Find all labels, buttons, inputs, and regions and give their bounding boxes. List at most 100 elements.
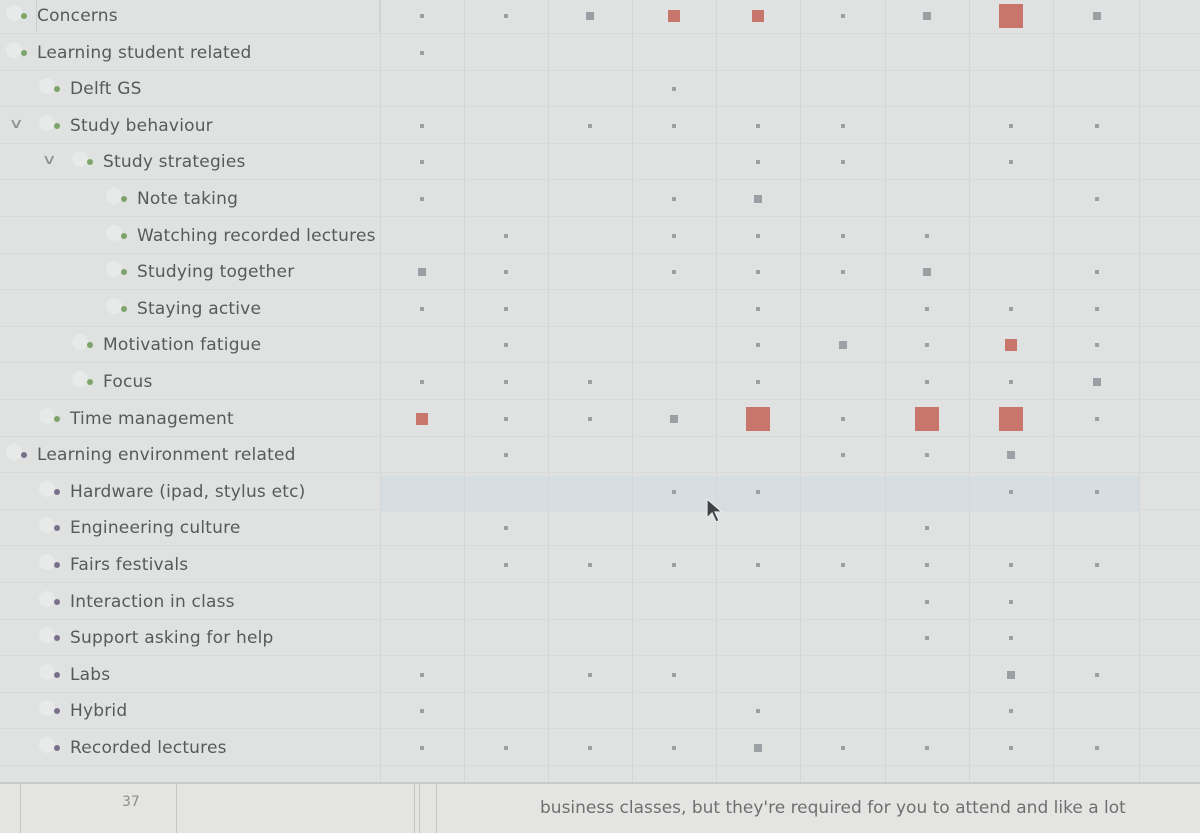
node-checkbox-icon[interactable] [106, 297, 122, 314]
matrix-cell-marker[interactable] [672, 233, 676, 238]
code-node[interactable]: Motivation fatigue [87, 327, 261, 363]
matrix-cell-marker[interactable] [420, 746, 424, 750]
matrix-cell-marker[interactable] [504, 270, 508, 275]
node-checkbox-icon[interactable] [106, 224, 122, 241]
code-node[interactable]: Staying active [121, 291, 261, 327]
matrix-cell-marker[interactable] [999, 4, 1023, 28]
matrix-cell-marker[interactable] [756, 489, 760, 494]
matrix-cell-marker[interactable] [841, 453, 845, 458]
matrix-cell-marker[interactable] [1095, 563, 1099, 567]
code-node[interactable]: Hardware (ipad, stylus etc) [54, 474, 306, 510]
code-row[interactable]: Recorded lectures [0, 730, 1200, 766]
matrix-cell-marker[interactable] [1093, 378, 1101, 386]
matrix-cell-marker[interactable] [841, 160, 845, 165]
matrix-cell-marker[interactable] [1007, 451, 1015, 460]
code-row[interactable]: Learning environment related [0, 437, 1200, 474]
matrix-cell-marker[interactable] [841, 416, 845, 421]
matrix-cell-marker[interactable] [1095, 416, 1099, 421]
code-row[interactable]: Labs [0, 657, 1200, 693]
code-row[interactable]: Learning student related [0, 35, 1200, 71]
code-node[interactable]: Labs [54, 657, 110, 693]
matrix-cell-marker[interactable] [672, 746, 676, 750]
matrix-cell-marker[interactable] [841, 746, 845, 750]
code-node[interactable]: Study behaviour [54, 108, 213, 144]
matrix-cell-marker[interactable] [841, 233, 845, 238]
matrix-cell-marker[interactable] [925, 599, 929, 604]
node-checkbox-icon[interactable] [6, 444, 22, 461]
code-row[interactable]: Focus [0, 364, 1200, 400]
matrix-cell-marker[interactable] [1009, 709, 1013, 714]
code-node[interactable]: Watching recorded lectures [121, 218, 376, 254]
matrix-cell-marker[interactable] [504, 453, 508, 458]
matrix-cell-marker[interactable] [588, 123, 592, 128]
matrix-cell-marker[interactable] [420, 160, 424, 165]
matrix-cell-marker[interactable] [420, 672, 424, 677]
code-node[interactable]: Learning environment related [21, 437, 296, 473]
code-row[interactable]: Concerns [0, 0, 1200, 34]
matrix-cell-marker[interactable] [925, 233, 929, 238]
node-checkbox-icon[interactable] [39, 663, 55, 680]
code-node[interactable]: Studying together [121, 254, 294, 290]
matrix-cell-marker[interactable] [588, 672, 592, 677]
matrix-cell-marker[interactable] [1095, 270, 1099, 275]
matrix-cell-marker[interactable] [839, 341, 847, 350]
matrix-cell-marker[interactable] [925, 636, 929, 641]
matrix-cell-marker[interactable] [756, 270, 760, 275]
matrix-cell-marker[interactable] [925, 453, 929, 458]
code-node[interactable]: Concerns [21, 0, 118, 34]
node-checkbox-icon[interactable] [39, 627, 55, 644]
matrix-cell-marker[interactable] [504, 416, 508, 421]
matrix-cell-marker[interactable] [586, 12, 594, 20]
code-row[interactable]: Note taking [0, 181, 1200, 217]
matrix-cell-marker[interactable] [746, 406, 770, 431]
node-checkbox-icon[interactable] [72, 371, 88, 387]
matrix-cell-marker[interactable] [1009, 380, 1013, 384]
matrix-cell-marker[interactable] [418, 268, 426, 277]
matrix-cell-marker[interactable] [504, 563, 508, 567]
matrix-cell-marker[interactable] [1095, 306, 1099, 311]
node-checkbox-icon[interactable] [72, 334, 88, 351]
matrix-cell-marker[interactable] [420, 380, 424, 384]
matrix-cell-marker[interactable] [1095, 672, 1099, 677]
node-checkbox-icon[interactable] [39, 114, 55, 131]
node-checkbox-icon[interactable] [39, 700, 55, 717]
matrix-cell-marker[interactable] [752, 10, 764, 22]
matrix-cell-marker[interactable] [754, 744, 762, 752]
matrix-cell-marker[interactable] [1095, 343, 1099, 348]
matrix-cell-marker[interactable] [420, 197, 424, 201]
code-node[interactable]: Learning student related [21, 35, 252, 71]
matrix-cell-marker[interactable] [1005, 339, 1017, 352]
matrix-cell-marker[interactable] [504, 526, 508, 531]
matrix-cell-marker[interactable] [925, 526, 929, 531]
matrix-cell-marker[interactable] [925, 343, 929, 348]
node-checkbox-icon[interactable] [72, 151, 88, 168]
code-node[interactable]: Study strategies [87, 144, 246, 180]
code-node[interactable]: Note taking [121, 181, 238, 217]
code-node[interactable]: Fairs festivals [54, 547, 188, 583]
code-row[interactable]: Support asking for help [0, 620, 1200, 657]
node-checkbox-icon[interactable] [106, 261, 122, 278]
matrix-cell-marker[interactable] [1009, 489, 1013, 494]
matrix-cell-marker[interactable] [1095, 123, 1099, 128]
matrix-cell-marker[interactable] [925, 746, 929, 750]
node-checkbox-icon[interactable] [39, 407, 55, 424]
matrix-cell-marker[interactable] [504, 306, 508, 311]
matrix-cell-marker[interactable] [841, 270, 845, 275]
matrix-cell-marker[interactable] [420, 14, 424, 18]
matrix-cell-marker[interactable] [925, 563, 929, 567]
matrix-cell-marker[interactable] [588, 416, 592, 421]
matrix-cell-marker[interactable] [1009, 746, 1013, 750]
code-node[interactable]: Focus [87, 364, 153, 400]
matrix-cell-marker[interactable] [1009, 306, 1013, 311]
matrix-cell-marker[interactable] [588, 563, 592, 567]
matrix-cell-marker[interactable] [1095, 197, 1099, 201]
matrix-cell-marker[interactable] [672, 87, 676, 92]
matrix-cell-marker[interactable] [756, 160, 760, 165]
doc-text-snippet[interactable]: business classes, but they're required f… [540, 798, 1126, 818]
matrix-cell-marker[interactable] [416, 412, 428, 425]
matrix-cell-marker[interactable] [588, 746, 592, 750]
matrix-cell-marker[interactable] [1007, 670, 1015, 679]
node-checkbox-icon[interactable] [39, 78, 55, 95]
matrix-cell-marker[interactable] [756, 233, 760, 238]
node-checkbox-icon[interactable] [106, 188, 122, 204]
